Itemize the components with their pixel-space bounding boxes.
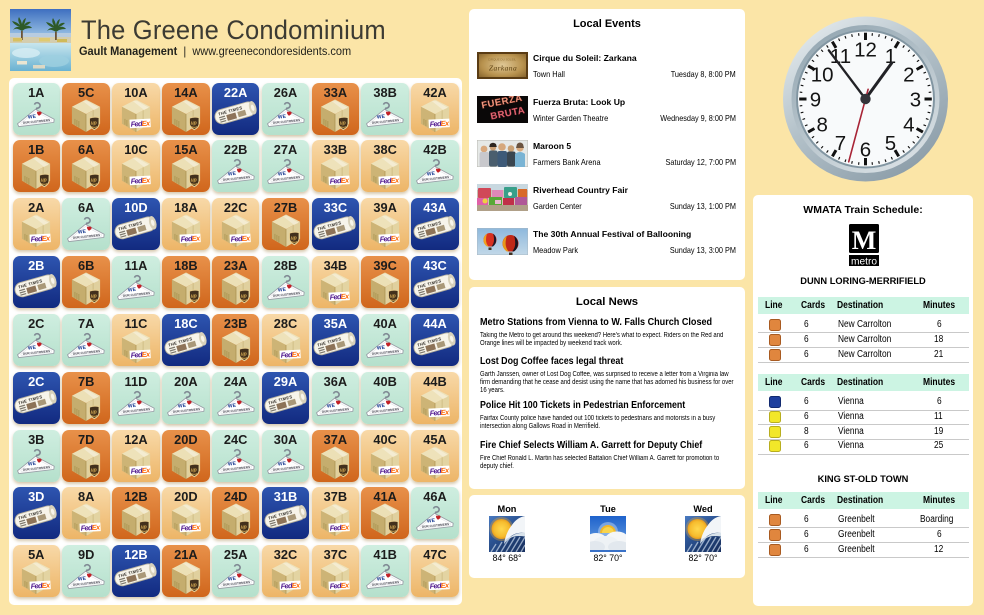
svg-text:metro: metro	[851, 257, 877, 267]
svg-text:5: 5	[885, 132, 896, 155]
svg-text:6: 6	[860, 139, 871, 162]
svg-text:M: M	[852, 226, 877, 255]
svg-text:Zarkana: Zarkana	[489, 64, 517, 73]
svg-text:9: 9	[810, 89, 821, 112]
svg-text:4: 4	[903, 114, 914, 137]
svg-text:8: 8	[816, 114, 827, 137]
svg-text:10: 10	[811, 64, 834, 87]
svg-text:3: 3	[910, 89, 921, 112]
svg-text:12: 12	[854, 39, 877, 62]
svg-text:11: 11	[830, 45, 851, 68]
svg-text:1: 1	[885, 45, 896, 68]
svg-text:CIRQUE DU SOLEIL: CIRQUE DU SOLEIL	[488, 58, 517, 62]
svg-text:2: 2	[903, 64, 914, 87]
svg-text:7: 7	[835, 132, 846, 155]
